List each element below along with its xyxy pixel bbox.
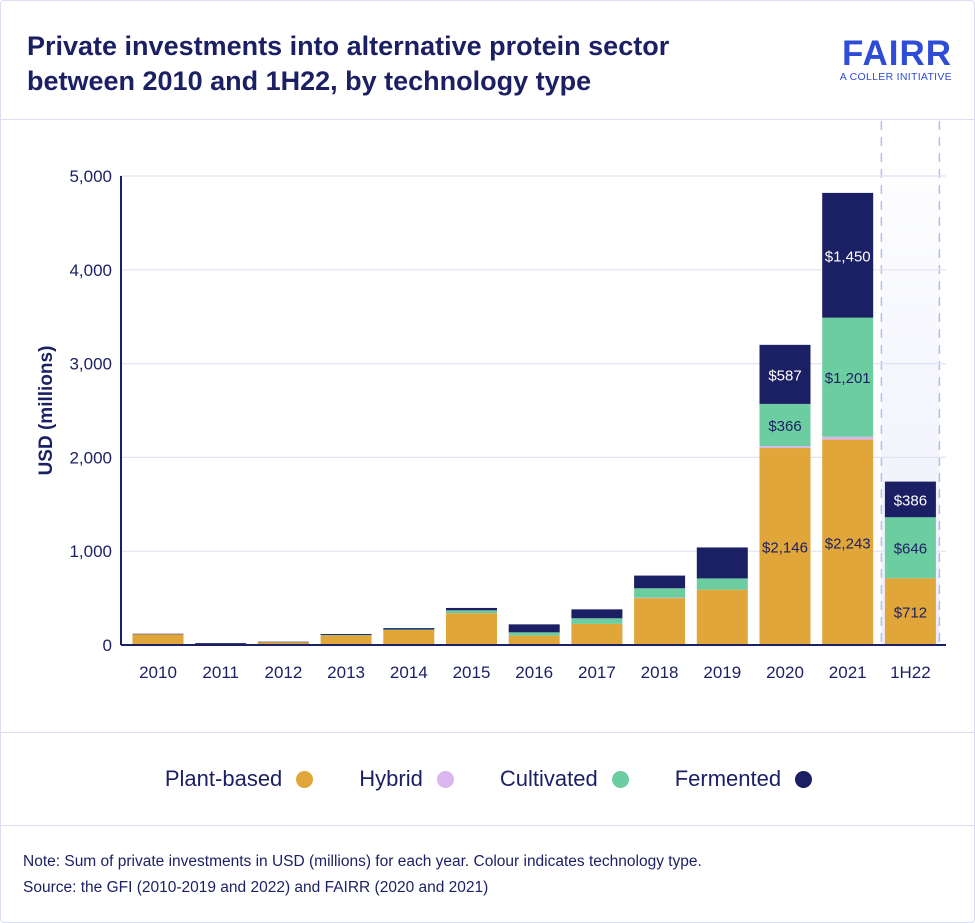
logo-wordmark: FAIRR	[842, 34, 952, 73]
bar-cultivated-2021	[822, 317, 874, 437]
x-tick-label: 2016	[515, 663, 553, 682]
data-label: $1,450	[825, 248, 871, 265]
bar-plant-based-2021	[822, 439, 874, 645]
data-label: $712	[894, 605, 927, 622]
legend-swatch	[795, 770, 813, 788]
legend-label: Hybrid	[359, 766, 423, 791]
data-label: $2,146	[762, 540, 808, 557]
bar-plant-based-2014	[383, 629, 435, 645]
bar-plant-based-2015	[446, 613, 497, 645]
bar-cultivated-2019	[696, 578, 748, 590]
legend-label: Fermented	[674, 766, 782, 791]
bar-plant-based-2016	[508, 635, 560, 645]
bar-fermented-2020	[759, 344, 811, 404]
data-label: $366	[768, 418, 801, 435]
x-tick-label: 2020	[766, 663, 804, 682]
legend-swatch	[436, 770, 454, 788]
data-label: $646	[894, 541, 927, 558]
bar-fermented-2013	[320, 634, 372, 635]
bar-fermented-2018	[634, 575, 686, 589]
y-tick-label: 2,000	[69, 448, 112, 467]
footer-source: Source: the GFI (2010-2019 and 2022) and…	[23, 879, 489, 896]
bar-plant-based-2018	[634, 598, 686, 645]
bar-plant-based-2010	[132, 634, 184, 645]
footer-note: Note: Sum of private investments in USD …	[23, 853, 702, 870]
bar-cultivated-2014	[383, 629, 435, 631]
bar-fermented-2014	[383, 628, 435, 630]
x-tick-label: 2013	[327, 663, 365, 682]
legend-label: Cultivated	[499, 766, 598, 791]
x-tick-label: 2014	[390, 663, 428, 682]
x-tick-label: 2021	[829, 663, 867, 682]
bar-fermented-2011	[195, 643, 247, 645]
chart-title: Private investments into alternative pro…	[27, 31, 670, 96]
legend-label: Plant-based	[164, 766, 283, 791]
data-label: $1,201	[825, 370, 871, 387]
x-tick-label: 2012	[264, 663, 302, 682]
bar-fermented-2015	[446, 607, 497, 611]
bar-fermented-2010	[132, 633, 184, 635]
bar-fermented-1h22	[884, 481, 936, 518]
legend-item-hybrid: Hybrid	[359, 766, 454, 792]
bar-hybrid-2018	[634, 597, 686, 599]
footer: Note: Sum of private investments in USD …	[23, 849, 953, 901]
fairr-logo: FAIRR A COLLER INITIATIVE	[834, 34, 952, 83]
bar-cultivated-2018	[634, 588, 686, 598]
x-tick-label: 2019	[703, 663, 741, 682]
bar-plant-based-2017	[571, 623, 623, 645]
bar-hybrid-2021	[822, 436, 874, 440]
x-tick-label: 2017	[578, 663, 616, 682]
bar-cultivated-2015	[446, 610, 497, 614]
bar-fermented-2012	[257, 641, 309, 643]
bar-cultivated-2013	[320, 634, 372, 636]
bar-plant-based-1h22	[884, 578, 936, 645]
y-axis-title: USD (millions)	[36, 346, 57, 476]
stacked-bar-chart: 0 1,000 2,000 3,000 4,000 5,000 USD (millions)…	[36, 121, 946, 682]
x-tick-label: 2010	[139, 663, 177, 682]
bar-cultivated-2016	[508, 632, 560, 636]
data-label: $386	[894, 492, 927, 509]
bar-cultivated-2017	[571, 618, 623, 624]
bar-fermented-2017	[571, 609, 623, 619]
legend-swatch	[611, 770, 629, 788]
x-tick-label: 2015	[453, 663, 491, 682]
bar-cultivated-2020	[759, 403, 811, 447]
chart-area: 0 1,000 2,000 3,000 4,000 5,000 USD (millions)…	[1, 121, 975, 733]
y-tick-label: 5,000	[69, 167, 112, 186]
header: Private investments into alternative pro…	[1, 1, 975, 120]
x-tick-label: 2011	[202, 663, 239, 682]
bar-plant-based-2012	[257, 642, 309, 645]
legend-item-cultivated: Cultivated	[500, 766, 629, 792]
bar-fermented-2019	[696, 547, 748, 579]
y-tick-label: 3,000	[69, 355, 112, 374]
y-tick-label: 0	[103, 636, 112, 655]
bar-fermented-2016	[508, 624, 560, 633]
bar-fermented-2021	[822, 192, 874, 318]
legend-swatch	[296, 770, 314, 788]
bar-plant-based-2020	[759, 448, 811, 645]
data-label: $587	[768, 367, 801, 384]
data-label: $2,243	[825, 535, 871, 552]
logo-subtitle: A COLLER INITIATIVE	[839, 71, 952, 83]
bar-hybrid-2020	[759, 446, 811, 449]
legend-band: Plant-based Hybrid Cultivated Fermented	[1, 732, 975, 826]
y-tick-label: 1,000	[69, 542, 112, 561]
bar-plant-based-2019	[696, 589, 748, 645]
legend-item-fermented: Fermented	[674, 766, 813, 792]
bar-plant-based-2013	[320, 635, 372, 645]
x-tick-label: 2018	[641, 663, 679, 682]
y-tick-label: 4,000	[69, 261, 112, 280]
legend-item-plant-based: Plant-based	[164, 766, 314, 792]
bar-cultivated-1h22	[884, 517, 936, 579]
x-tick-label: 1H22	[890, 663, 931, 682]
legend: Plant-based Hybrid Cultivated Fermented	[1, 733, 975, 825]
